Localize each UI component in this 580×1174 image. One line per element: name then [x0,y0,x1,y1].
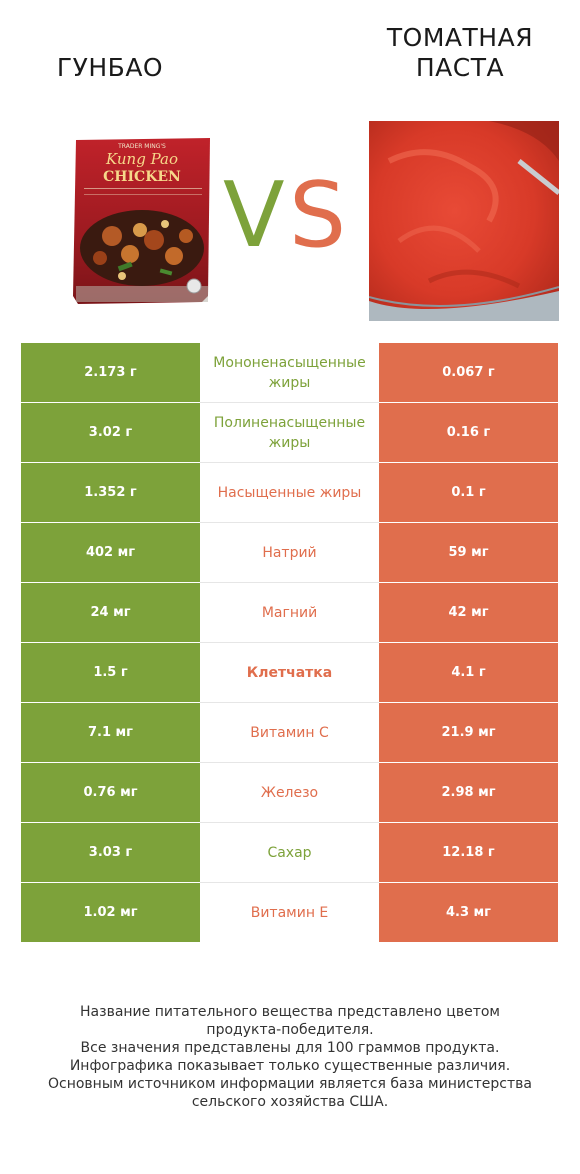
table-row: 402 мг Натрий 59 мг [21,523,558,583]
nutrient-name-cell: Сахар [200,823,379,882]
nutrient-name: Натрий [262,544,317,561]
left-value-cell: 3.03 г [21,823,200,882]
right-value-cell: 2.98 мг [379,763,558,822]
table-row: 2.173 г Мононенасыщенные жиры 0.067 г [21,343,558,403]
footnote-line: Все значения представлены для 100 граммо… [80,1040,500,1056]
right-product-title-line2: ПАСТА [415,53,505,82]
package-name-line2: CHICKEN [103,169,181,185]
table-row: 24 мг Магний 42 мг [21,583,558,643]
right-value-cell: 0.16 г [379,403,558,462]
nutrient-name-cell: Насыщенные жиры [200,463,379,522]
left-product-title-text: ГУНБАО [56,53,164,82]
right-value-cell: 4.3 мг [379,883,558,942]
right-value-cell: 42 мг [379,583,558,642]
nutrient-name-cell: Полиненасыщенные жиры [200,403,379,462]
nutrient-name: Витамин E [250,904,329,921]
nutrient-name-cell: Железо [200,763,379,822]
package-brand-text: TRADER MING'S [117,143,166,150]
vs-letter-s: S [289,163,347,268]
right-value-cell: 0.067 г [379,343,558,402]
left-value-cell: 3.02 г [21,403,200,462]
nutrient-name: Насыщенные жиры [217,484,362,501]
footnote: Название питательного вещества представл… [20,1003,560,1111]
right-value-cell: 12.18 г [379,823,558,882]
footnote-line: Основным источником информации является … [48,1076,532,1092]
vs-letter-v: V [223,163,285,268]
table-row: 0.76 мг Железо 2.98 мг [21,763,558,823]
nutrient-name: Железо [260,784,319,801]
right-value-cell: 21.9 мг [379,703,558,762]
table-row: 1.5 г Клетчатка 4.1 г [21,643,558,703]
table-row: 1.02 мг Витамин E 4.3 мг [21,883,558,943]
right-value-cell: 59 мг [379,523,558,582]
right-value-cell: 0.1 г [379,463,558,522]
nutrient-name-cell: Магний [200,583,379,642]
left-value-cell: 1.5 г [21,643,200,702]
nutrient-name: Сахар [267,844,312,861]
nutrient-name: Магний [261,604,318,621]
comparison-table: 2.173 г Мононенасыщенные жиры 0.067 г 3.… [21,343,558,943]
nutrient-name: Клетчатка [246,664,333,681]
footnote-line: продукта-победителя. [206,1022,374,1038]
nutrient-name-cell: Витамин C [200,703,379,762]
kung-pao-package-image: TRADER MING'S Kung Pao CHICKEN [70,136,215,306]
left-value-cell: 1.352 г [21,463,200,522]
footnote-line: Название питательного вещества представл… [80,1004,500,1020]
nutrient-name: Витамин C [250,724,329,741]
nutrient-name-cell: Витамин E [200,883,379,942]
nutrient-name-cell: Натрий [200,523,379,582]
left-value-cell: 402 мг [21,523,200,582]
footnote-line: Инфографика показывает только существенн… [69,1058,511,1074]
left-value-cell: 1.02 мг [21,883,200,942]
tomato-paste-bowl-image [369,121,559,321]
right-product-title-line1: ТОМАТНАЯ [386,23,534,52]
nutrient-name: Мононенасыщенные жиры [213,354,366,391]
table-row: 3.02 г Полиненасыщенные жиры 0.16 г [21,403,558,463]
left-value-cell: 0.76 мг [21,763,200,822]
nutrient-name-cell: Клетчатка [200,643,379,702]
table-row: 1.352 г Насыщенные жиры 0.1 г [21,463,558,523]
table-row: 7.1 мг Витамин C 21.9 мг [21,703,558,763]
left-value-cell: 2.173 г [21,343,200,402]
nutrient-name: Полиненасыщенные жиры [213,414,366,451]
right-value-cell: 4.1 г [379,643,558,702]
left-product-title: ГУНБАО [10,53,210,83]
footnote-line: сельского хозяйства США. [191,1094,389,1110]
nutrient-name-cell: Мононенасыщенные жиры [200,343,379,402]
kung-pao-package-icon: TRADER MING'S Kung Pao CHICKEN [73,138,210,304]
left-value-cell: 7.1 мг [21,703,200,762]
tomato-paste-bowl-icon [369,121,559,321]
package-name-line1: Kung Pao [105,150,178,168]
right-product-title: ТОМАТНАЯ ПАСТА [360,23,560,83]
left-value-cell: 24 мг [21,583,200,642]
table-row: 3.03 г Сахар 12.18 г [21,823,558,883]
